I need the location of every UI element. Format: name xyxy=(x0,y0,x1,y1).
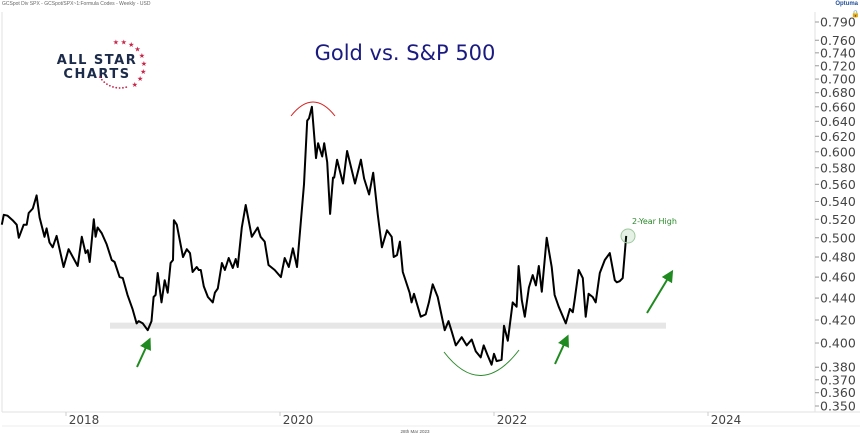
y-tick-label: 0.380 xyxy=(820,360,856,375)
logo-dot xyxy=(118,87,121,89)
logo-line2: CHARTS xyxy=(63,67,130,82)
logo-dot xyxy=(122,86,124,89)
y-tick-label: 0.580 xyxy=(820,160,856,175)
y-tick-label: 0.700 xyxy=(820,72,856,87)
gold-spx-ratio-line xyxy=(0,105,628,366)
top-arc-annotation xyxy=(290,101,336,117)
optuma-logo: Optuma xyxy=(835,1,858,7)
star-icon: ★ xyxy=(121,38,127,46)
star-icon: ★ xyxy=(141,60,147,68)
all-star-charts-logo: ALL STAR CHARTS ★ ★ ★★★★★★★ xyxy=(57,38,147,89)
date-footer: 28th Mar 2023 xyxy=(400,429,430,434)
logo-dot xyxy=(106,83,108,86)
up-arrow-icon xyxy=(554,334,569,365)
two-year-high-circle xyxy=(620,228,636,244)
y-axis: 0.790 0.7600.7400.7200.7000.6800.6600.640… xyxy=(815,15,856,414)
y-tick-label: 0.480 xyxy=(820,250,856,265)
star-icon: ★ xyxy=(128,41,134,49)
y-tick-label: 0.440 xyxy=(820,291,856,306)
logo-dot xyxy=(100,78,103,81)
logo-stars-icon: ★ ★ ★★★★★★★ xyxy=(98,38,147,89)
y-tick-label: 0.560 xyxy=(820,177,856,192)
x-tick-label: 2018 xyxy=(69,413,100,427)
y-tick-label: 0.760 xyxy=(820,33,856,48)
logo-dot xyxy=(112,86,114,88)
y-tick-label: 0.520 xyxy=(820,212,856,227)
y-tick-label: 0.680 xyxy=(820,85,856,100)
optuma-logo-text: Optuma xyxy=(835,1,858,7)
y-tick-label: 0.370 xyxy=(820,372,856,387)
y-tick-label: 0.460 xyxy=(820,270,856,285)
star-icon: ★ xyxy=(137,75,143,83)
y-tick-label: 0.400 xyxy=(820,336,856,351)
x-tick-label: 2022 xyxy=(497,413,528,427)
logo-dot xyxy=(125,86,128,89)
y-tick-label: 0.660 xyxy=(820,99,856,114)
logo-dot xyxy=(103,81,106,84)
y-tick-label: 0.500 xyxy=(820,230,856,245)
logo-dot xyxy=(98,76,101,78)
y-tick-label: 0.620 xyxy=(820,129,856,144)
support-level-band xyxy=(110,322,666,329)
x-axis: 2018 2020 2022 2024 xyxy=(65,412,742,427)
logo-dot xyxy=(115,86,118,89)
lock-icon: 🔒 xyxy=(851,10,860,18)
up-arrow-icon xyxy=(646,269,674,314)
star-icon: ★ xyxy=(140,68,146,76)
y-tick-label: 0.540 xyxy=(820,194,856,209)
bottom-arc-annotation xyxy=(443,349,520,376)
y-tick-label: 0.420 xyxy=(820,313,856,328)
y-tick-label: 0.600 xyxy=(820,144,856,159)
two-year-high-label: 2-Year High xyxy=(632,217,677,226)
x-tick-label: 2024 xyxy=(711,413,742,427)
logo-dot xyxy=(108,84,111,87)
chart-series-header: GCSpot Div SPX - GCSpot/SPX~1:Formula Co… xyxy=(2,1,151,7)
y-tick-label: 0.350 xyxy=(820,399,856,414)
y-tick-label: 0.640 xyxy=(820,114,856,129)
star-icon: ★ xyxy=(132,81,138,89)
y-tick-label: 0.360 xyxy=(820,385,856,400)
star-icon: ★ xyxy=(113,38,119,46)
y-tick-label: 0.790 xyxy=(820,15,856,30)
y-tick-label: 0.740 xyxy=(820,45,856,60)
up-arrow-icon xyxy=(136,337,151,368)
logo-line1: ALL STAR xyxy=(57,53,137,68)
star-icon: ★ xyxy=(139,52,145,60)
x-tick-label: 2020 xyxy=(283,413,314,427)
chart-title: Gold vs. S&P 500 xyxy=(315,41,496,65)
star-icon: ★ xyxy=(134,46,140,54)
y-tick-label: 0.720 xyxy=(820,58,856,73)
